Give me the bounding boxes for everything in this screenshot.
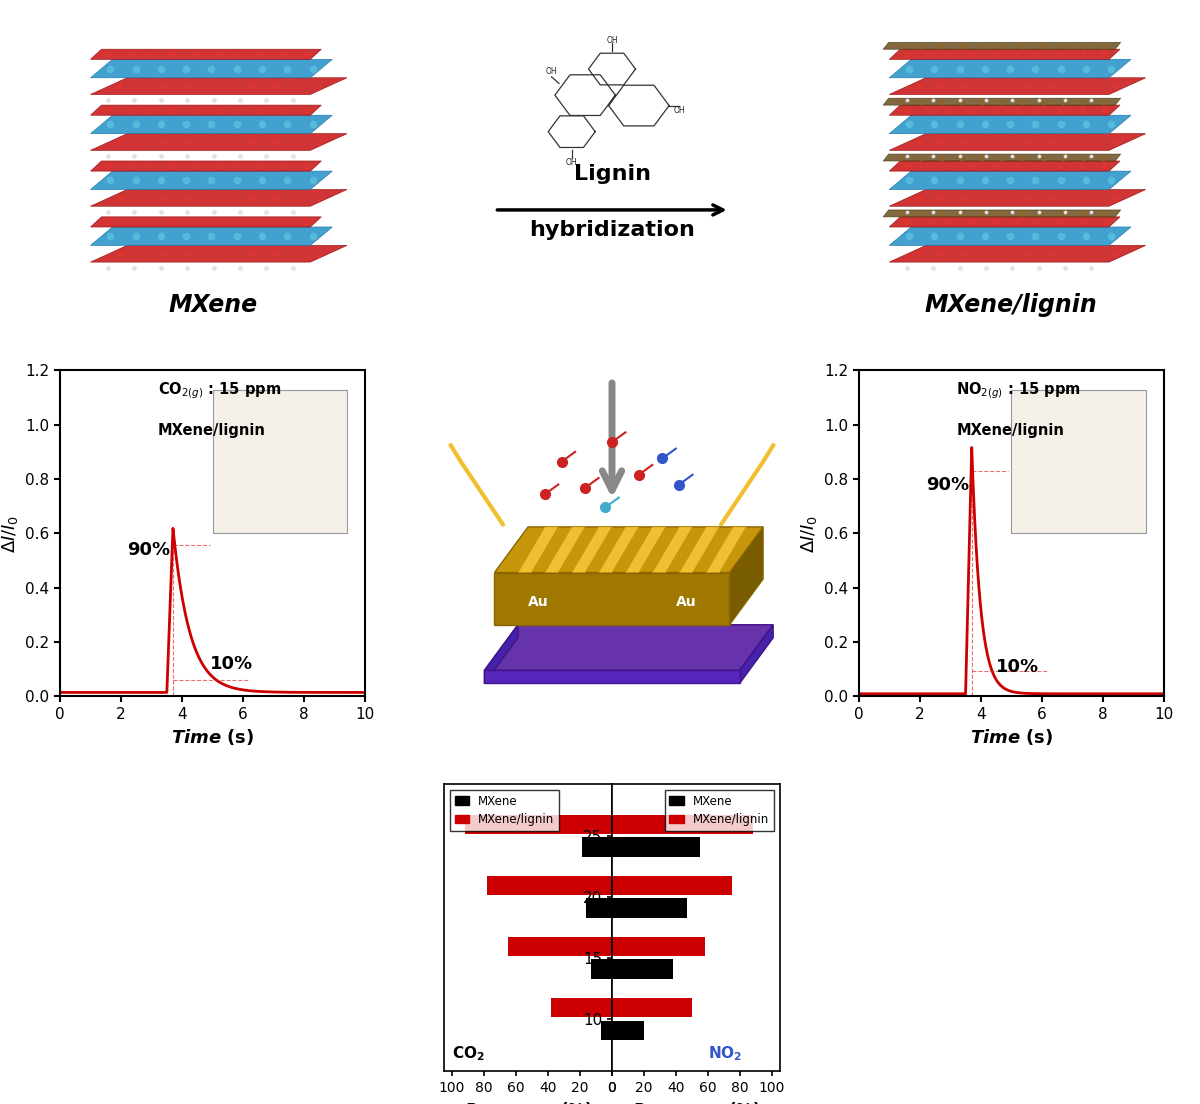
Bar <box>1012 390 1146 533</box>
Polygon shape <box>889 115 1132 134</box>
Polygon shape <box>889 134 1146 150</box>
Polygon shape <box>90 115 332 134</box>
Bar <box>487 875 612 895</box>
Polygon shape <box>889 60 1132 77</box>
Bar <box>508 937 612 956</box>
Polygon shape <box>889 171 1132 190</box>
Text: NO$_{2(g)}$ : 15 ppm: NO$_{2(g)}$ : 15 ppm <box>956 380 1081 401</box>
Polygon shape <box>889 190 1146 206</box>
Bar <box>612 875 732 895</box>
Polygon shape <box>494 527 763 573</box>
Polygon shape <box>889 245 1146 262</box>
Polygon shape <box>889 77 1146 95</box>
Bar <box>601 1020 612 1040</box>
Legend: MXene, MXene/lignin: MXene, MXene/lignin <box>665 789 774 831</box>
Text: OH: OH <box>566 159 577 168</box>
Bar <box>551 998 612 1018</box>
Y-axis label: $\Delta I/I_0$: $\Delta I/I_0$ <box>0 514 19 552</box>
Polygon shape <box>730 527 763 625</box>
Polygon shape <box>90 60 332 77</box>
Text: OH: OH <box>606 35 618 45</box>
Polygon shape <box>889 105 1120 115</box>
Polygon shape <box>485 625 773 670</box>
Text: MXene: MXene <box>168 294 257 318</box>
Bar <box>612 937 704 956</box>
Polygon shape <box>599 527 638 573</box>
Bar <box>612 998 692 1018</box>
Text: 10%: 10% <box>210 656 253 673</box>
Polygon shape <box>90 50 322 60</box>
Polygon shape <box>494 573 730 625</box>
Text: CO$_{2(g)}$ : 15 ppm: CO$_{2(g)}$ : 15 ppm <box>157 380 281 401</box>
Polygon shape <box>883 210 1121 216</box>
Polygon shape <box>889 50 1120 60</box>
Polygon shape <box>653 527 692 573</box>
Polygon shape <box>518 527 558 573</box>
Polygon shape <box>889 216 1120 227</box>
Polygon shape <box>90 216 322 227</box>
Polygon shape <box>883 42 1121 50</box>
Text: hybridization: hybridization <box>529 221 695 241</box>
Text: MXene/lignin: MXene/lignin <box>956 423 1064 437</box>
X-axis label: $\bfit{Time}$ (s): $\bfit{Time}$ (s) <box>170 728 254 747</box>
Text: Au: Au <box>676 595 696 609</box>
Text: $\bf{CO_2}$: $\bf{CO_2}$ <box>452 1044 485 1063</box>
Polygon shape <box>706 527 746 573</box>
Text: MXene/lignin: MXene/lignin <box>925 294 1098 318</box>
Bar <box>464 815 612 835</box>
Bar <box>612 837 700 857</box>
Polygon shape <box>625 527 666 573</box>
Bar <box>587 899 612 917</box>
Polygon shape <box>883 155 1121 161</box>
Text: Lignin: Lignin <box>574 163 650 184</box>
Bar <box>612 959 673 979</box>
X-axis label: $\bfit{Response}$ (%): $\bfit{Response}$ (%) <box>464 1101 593 1104</box>
Polygon shape <box>90 134 347 150</box>
Polygon shape <box>889 227 1132 245</box>
Text: OH: OH <box>673 106 685 115</box>
Bar <box>612 1020 644 1040</box>
Polygon shape <box>883 98 1121 105</box>
Polygon shape <box>485 670 739 683</box>
Legend: MXene, MXene/lignin: MXene, MXene/lignin <box>450 789 559 831</box>
Polygon shape <box>90 105 322 115</box>
Polygon shape <box>679 527 720 573</box>
Polygon shape <box>889 161 1120 171</box>
Text: OH: OH <box>546 67 557 76</box>
Polygon shape <box>545 527 586 573</box>
Polygon shape <box>90 227 332 245</box>
Polygon shape <box>485 625 518 683</box>
Polygon shape <box>571 527 612 573</box>
Text: 10%: 10% <box>996 658 1039 676</box>
Y-axis label: $\Delta I/I_0$: $\Delta I/I_0$ <box>798 514 818 552</box>
Bar <box>582 837 612 857</box>
Text: 90%: 90% <box>926 476 970 493</box>
Text: Au: Au <box>528 595 548 609</box>
Polygon shape <box>90 245 347 262</box>
Polygon shape <box>90 77 347 95</box>
Polygon shape <box>90 171 332 190</box>
X-axis label: $\bfit{Time}$ (s): $\bfit{Time}$ (s) <box>970 728 1054 747</box>
X-axis label: $\bfit{Response}$ (%): $\bfit{Response}$ (%) <box>631 1101 760 1104</box>
Polygon shape <box>90 161 322 171</box>
Bar <box>612 899 688 917</box>
Bar <box>212 390 347 533</box>
Text: MXene/lignin: MXene/lignin <box>157 423 265 437</box>
Text: 90%: 90% <box>127 541 170 560</box>
Bar <box>592 959 612 979</box>
Text: $\bf{NO_2}$: $\bf{NO_2}$ <box>708 1044 743 1063</box>
Bar <box>612 815 752 835</box>
Polygon shape <box>739 625 773 683</box>
Polygon shape <box>90 190 347 206</box>
